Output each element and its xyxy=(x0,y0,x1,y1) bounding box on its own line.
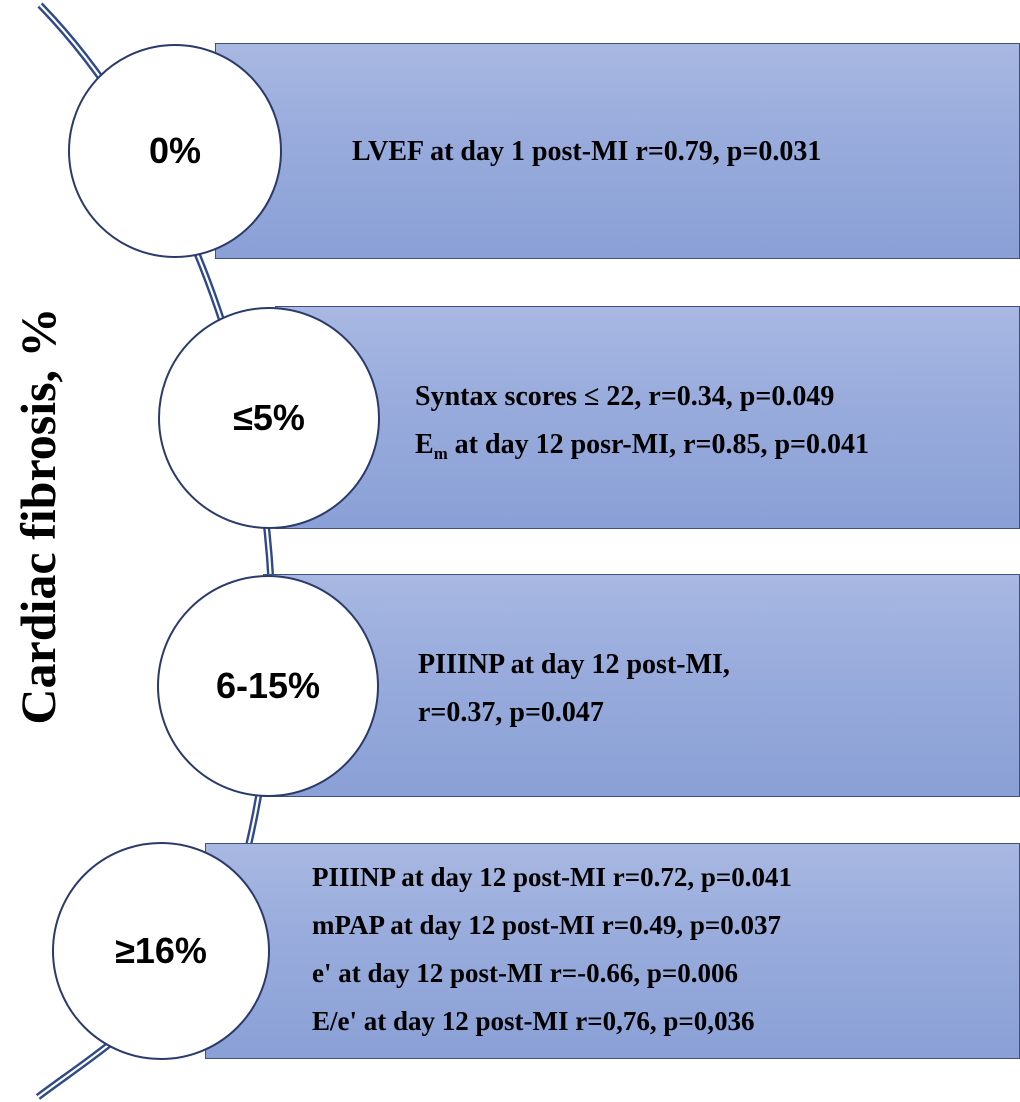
finding-text: PIIINP at day 12 post-MI, xyxy=(418,649,730,680)
level-circle-2: 6-15% xyxy=(157,575,379,797)
finding-text: e' at day 12 post-MI r=-0.66, p=0.006 xyxy=(312,958,739,988)
finding-text: mPAP at day 12 post-MI r=0.49, p=0.037 xyxy=(312,910,782,940)
level-range-3: ≥16% xyxy=(115,930,207,971)
finding-symbol: E xyxy=(415,429,434,460)
finding-text: E/e' at day 12 post-MI r=0,76, p=0,036 xyxy=(312,1006,755,1036)
finding-text: PIIINP at day 12 post-MI r=0.72, p=0.041 xyxy=(312,862,793,892)
finding-text: r=0.37, p=0.047 xyxy=(418,697,604,728)
level-circle-0: 0% xyxy=(68,44,282,258)
level-circle-1: ≤5% xyxy=(158,307,380,529)
finding-text: Em at day 12 posr-MI, r=0.85, p=0.041 xyxy=(415,421,869,469)
finding-text: Syntax scores ≤ 22, r=0.34, p=0.049 xyxy=(415,381,835,412)
level-box-1 xyxy=(275,306,1020,529)
level-circle-3: ≥16% xyxy=(52,842,270,1060)
level-range-2: 6-15% xyxy=(215,665,321,706)
finding-text: LVEF at day 1 post-MI r=0.79, p=0.031 xyxy=(352,136,822,167)
level-range-1: ≤5% xyxy=(233,397,305,438)
level-box-3 xyxy=(205,843,1020,1059)
level-range-0: 0% xyxy=(148,130,202,171)
level-findings-3: PIIINP at day 12 post-MI r=0.72, p=0.041… xyxy=(312,853,792,1045)
level-findings-2: PIIINP at day 12 post-MI, r=0.37, p=0.04… xyxy=(418,641,730,737)
level-box-2 xyxy=(263,574,1020,797)
level-findings-1: Syntax scores ≤ 22, r=0.34, p=0.049 Em a… xyxy=(415,373,869,469)
finding-rest: at day 12 posr-MI, r=0.85, p=0.041 xyxy=(447,429,869,460)
level-box-0 xyxy=(215,43,1020,259)
axis-label: Cardiac fibrosis, % xyxy=(10,307,66,725)
finding-subscript: m xyxy=(433,443,448,463)
level-findings-0: LVEF at day 1 post-MI r=0.79, p=0.031 xyxy=(352,132,821,172)
